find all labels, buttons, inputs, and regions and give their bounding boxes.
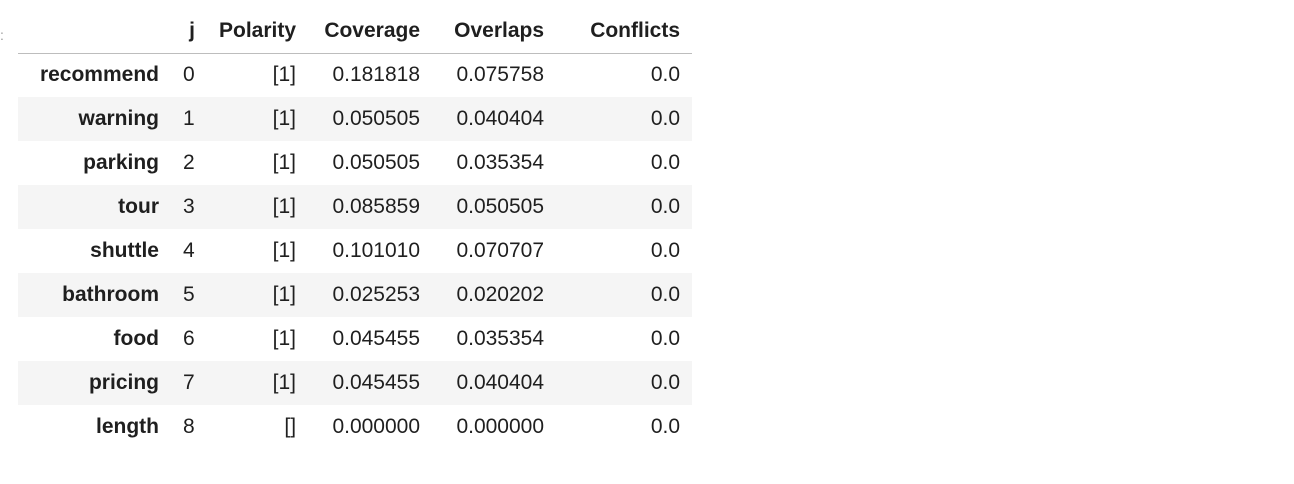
column-header-overlaps: Overlaps — [432, 9, 557, 54]
cell-conflicts: 0.0 — [650, 415, 681, 438]
cell-polarity: [1] — [272, 107, 297, 130]
cell-overlaps: 0.000000 — [456, 415, 545, 438]
row-index-label: pricing — [88, 371, 159, 394]
cell-conflicts: 0.0 — [650, 195, 681, 218]
cell-coverage: 0.050505 — [332, 151, 421, 174]
cell-conflicts: 0.0 — [650, 63, 681, 87]
cell-coverage: 0.000000 — [332, 415, 421, 438]
row-index-label: recommend — [39, 63, 159, 87]
cell-conflicts: 0.0 — [650, 107, 681, 130]
cell-polarity: [1] — [272, 283, 297, 306]
cell-overlaps: 0.075758 — [456, 63, 545, 87]
cell-polarity: [] — [284, 415, 297, 438]
row-index-label: length — [96, 415, 159, 438]
column-header-polarity: Polarity — [207, 9, 309, 54]
cell-j: 3 — [183, 195, 195, 218]
cell-conflicts: 0.0 — [650, 327, 681, 350]
cell-conflicts: 0.0 — [650, 283, 681, 306]
cell-j: 1 — [183, 107, 195, 130]
cell-j: 7 — [183, 371, 195, 394]
cell-collapse-marker: : — [0, 27, 4, 43]
cell-polarity: [1] — [272, 371, 297, 394]
cell-coverage: 0.050505 — [332, 107, 421, 130]
cell-j: 6 — [183, 327, 195, 350]
cell-conflicts: 0.0 — [650, 371, 681, 394]
cell-coverage: 0.045455 — [332, 327, 421, 350]
table-row: parking 2 [1] 0.050505 0.035354 0.0 — [18, 141, 693, 185]
cell-j: 8 — [183, 415, 195, 438]
row-index-label: warning — [78, 107, 159, 130]
cell-polarity: [1] — [272, 151, 297, 174]
cell-overlaps: 0.035354 — [456, 151, 545, 174]
cell-coverage: 0.181818 — [332, 63, 421, 87]
table-row: bathroom 5 [1] 0.025253 0.020202 0.0 — [18, 273, 693, 317]
cell-overlaps: 0.050505 — [456, 195, 545, 218]
column-header-j: j — [171, 9, 207, 54]
cell-j: 5 — [183, 283, 195, 306]
table-row: recommend 0 [1] 0.181818 0.075758 0.0 — [18, 53, 693, 97]
column-header-conflicts: Conflicts — [556, 9, 693, 54]
cell-coverage: 0.101010 — [332, 239, 421, 262]
row-index-label: tour — [118, 195, 159, 218]
table-row: food 6 [1] 0.045455 0.035354 0.0 — [18, 317, 693, 361]
row-index-label: food — [113, 327, 159, 350]
cell-overlaps: 0.040404 — [456, 107, 545, 130]
cell-j: 4 — [183, 239, 195, 262]
row-index-label: parking — [83, 151, 159, 174]
cell-polarity: [1] — [272, 195, 297, 218]
cell-overlaps: 0.020202 — [456, 283, 545, 306]
row-index-label: shuttle — [90, 239, 159, 262]
cell-j: 2 — [183, 151, 195, 174]
dataframe-table: j Polarity Coverage Overlaps Conflicts r… — [18, 9, 693, 449]
cell-polarity: [1] — [272, 327, 297, 350]
cell-overlaps: 0.070707 — [456, 239, 545, 262]
cell-polarity: [1] — [272, 63, 297, 87]
table-row: pricing 7 [1] 0.045455 0.040404 0.0 — [18, 361, 693, 405]
cell-coverage: 0.045455 — [332, 371, 421, 394]
table-row: tour 3 [1] 0.085859 0.050505 0.0 — [18, 185, 693, 229]
table-row: shuttle 4 [1] 0.101010 0.070707 0.0 — [18, 229, 693, 273]
cell-overlaps: 0.040404 — [456, 371, 545, 394]
cell-polarity: [1] — [272, 239, 297, 262]
cell-coverage: 0.025253 — [332, 283, 421, 306]
table-row: length 8 [] 0.000000 0.000000 0.0 — [18, 405, 693, 449]
cell-j: 0 — [183, 63, 195, 87]
cell-coverage: 0.085859 — [332, 195, 421, 218]
cell-overlaps: 0.035354 — [456, 327, 545, 350]
header-row: j Polarity Coverage Overlaps Conflicts — [18, 9, 693, 54]
cell-conflicts: 0.0 — [650, 239, 681, 262]
row-index-label: bathroom — [62, 283, 159, 306]
cell-conflicts: 0.0 — [650, 151, 681, 174]
table-row: warning 1 [1] 0.050505 0.040404 0.0 — [18, 97, 693, 141]
column-header-coverage: Coverage — [308, 9, 433, 54]
index-header — [18, 9, 171, 54]
